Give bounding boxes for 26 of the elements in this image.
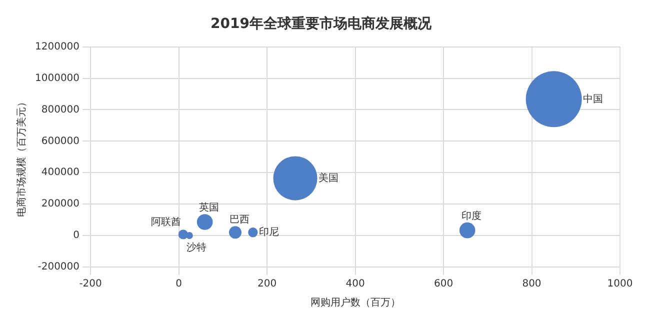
x-tick-label: 200 — [257, 278, 277, 290]
y-tick-label: 0 — [73, 230, 80, 242]
y-tick-label: 1200000 — [34, 41, 80, 52]
y-tick-label: 800000 — [41, 104, 80, 116]
annotation: 印度 — [461, 210, 482, 222]
chart-title: 2019年全球重要市场电商发展概况 — [210, 15, 432, 32]
y-tick-label: 1000000 — [34, 72, 80, 84]
x-tick-label: 1000 — [607, 278, 633, 290]
y-tick-label: 600000 — [41, 136, 80, 147]
x-tick-label: -200 — [79, 278, 102, 290]
annotation: 巴西 — [229, 214, 250, 226]
y-tick-label: 200000 — [41, 198, 80, 210]
x-tick-label: 600 — [434, 278, 454, 290]
x-tick-label: 400 — [346, 278, 365, 290]
x-tick-label: 0 — [176, 278, 182, 290]
x-tick-label: 800 — [522, 278, 542, 290]
annotation: 中国 — [582, 92, 603, 105]
y-axis-title: 电商市场规模（百万美元） — [16, 96, 28, 217]
y-tick-label: -200000 — [38, 262, 80, 273]
annotation: 印尼 — [258, 226, 279, 238]
annotation: 英国 — [198, 202, 219, 214]
annotation: 美国 — [318, 172, 338, 184]
annotation: 沙特 — [186, 242, 206, 254]
x-axis-title: 网购用户数（百万） — [310, 296, 400, 309]
y-tick-label: 400000 — [41, 167, 80, 178]
annotation: 阿联酋 — [151, 216, 182, 228]
